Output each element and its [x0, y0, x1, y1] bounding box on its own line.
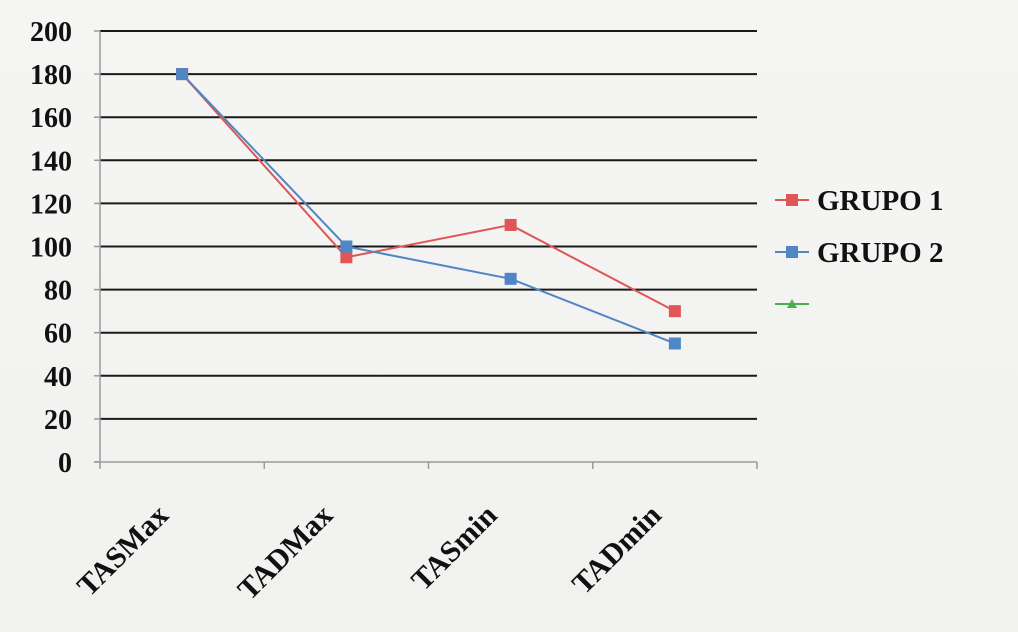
y-tick-label: 140	[30, 146, 72, 177]
grid-layer	[100, 30, 757, 420]
series-line-2	[181, 73, 676, 345]
data-point	[340, 240, 353, 253]
legend-label: GRUPO 2	[817, 237, 943, 269]
x-tick-label: TADMax	[232, 499, 340, 607]
data-point	[668, 337, 681, 350]
x-tick-label: TADmin	[566, 498, 668, 600]
legend-marker-triangle	[787, 299, 797, 308]
legend-marker-square	[786, 246, 798, 258]
series-layer	[176, 68, 681, 350]
y-tick-label: 0	[58, 448, 72, 479]
data-point	[668, 305, 681, 318]
legend-label: GRUPO 1	[817, 185, 943, 217]
y-tick-label: 60	[44, 319, 72, 350]
y-tick-label: 180	[30, 60, 72, 91]
y-tick-label: 20	[44, 405, 72, 436]
y-tick-label: 100	[30, 233, 72, 264]
series-line-1	[181, 73, 676, 313]
data-point	[176, 68, 189, 81]
x-tick-label: TASMax	[71, 499, 175, 603]
legend-marker-square	[786, 194, 798, 206]
x-tick-labels: TASMax TADMax TASmin TADmin	[71, 498, 668, 606]
y-tick-label: 40	[44, 362, 72, 393]
legend: GRUPO 1 GRUPO 2	[775, 185, 943, 308]
y-tick-label: 160	[30, 103, 72, 134]
x-tick-label: TASmin	[405, 498, 504, 597]
axis-layer	[94, 30, 758, 469]
data-point	[504, 272, 517, 285]
y-tick-labels: 0 20 40 60 80 100 120 140 160 180 200	[30, 17, 72, 479]
data-point	[504, 218, 517, 231]
y-tick-label: 120	[30, 189, 72, 220]
data-point	[340, 251, 353, 264]
y-tick-label: 80	[44, 276, 72, 307]
y-tick-label: 200	[30, 17, 72, 48]
